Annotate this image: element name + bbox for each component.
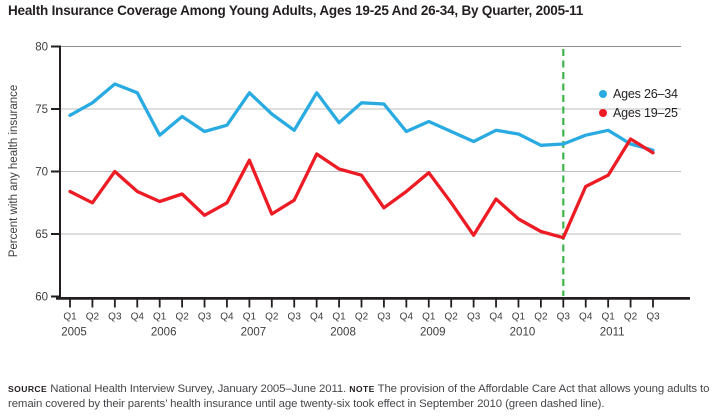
source-text: National Health Interview Survey, Januar… bbox=[50, 383, 347, 396]
series-line-ages-26-34 bbox=[68, 82, 655, 152]
legend-item-ages-26-34: Ages 26–34 bbox=[599, 84, 678, 103]
x-tick-label: Q1 bbox=[422, 312, 436, 323]
legend-item-ages-19-25: Ages 19–25 bbox=[599, 103, 678, 122]
x-tick-label: Q3 bbox=[288, 312, 302, 323]
x-tick-label: Q4 bbox=[310, 312, 324, 323]
source-label: SOURCE bbox=[8, 384, 48, 395]
legend-dot-ages-26-34 bbox=[599, 89, 607, 98]
x-tick-label: Q2 bbox=[265, 312, 279, 323]
note-text: The provision of the Affordable Care Act… bbox=[8, 383, 710, 411]
y-axis-title: Percent with any health insurance bbox=[8, 85, 20, 258]
source-note: SOURCE National Health Interview Survey,… bbox=[8, 382, 710, 412]
x-tick-label: Q3 bbox=[467, 312, 481, 323]
year-label-2010: 2010 bbox=[510, 327, 536, 339]
x-tick-label: Q2 bbox=[624, 312, 638, 323]
y-tick-label-80: 80 bbox=[35, 42, 48, 54]
legend-label-ages-26-34: Ages 26–34 bbox=[613, 86, 678, 101]
x-tick-label: Q3 bbox=[646, 312, 660, 323]
x-tick-label: Q3 bbox=[108, 312, 122, 323]
x-tick-label: Q1 bbox=[153, 312, 167, 323]
series-line-ages-19-25 bbox=[68, 137, 655, 240]
year-label-2006: 2006 bbox=[151, 327, 177, 339]
x-tick-label: Q3 bbox=[198, 312, 212, 323]
y-tick-label-65: 65 bbox=[35, 229, 48, 241]
chart-area: 60 65 70 75 80 Q1 2005 Q2 Q3 Q4 Q1 2006 Q2 Q3 Q4 Q1 2007… bbox=[0, 28, 721, 348]
x-tick-label: Q1 bbox=[601, 312, 615, 323]
x-tick-label: Q4 bbox=[579, 312, 593, 323]
x-tick-label: Q2 bbox=[86, 312, 100, 323]
y-tick-label-60: 60 bbox=[35, 292, 48, 304]
x-tick-label: Q4 bbox=[220, 312, 234, 323]
x-tick-label: Q1 bbox=[63, 312, 77, 323]
y-tick-label-70: 70 bbox=[35, 167, 48, 179]
note-label: NOTE bbox=[349, 384, 375, 395]
x-tick-label: Q4 bbox=[489, 312, 503, 323]
x-tick-label: Q1 bbox=[332, 312, 346, 323]
x-tick-label: Q3 bbox=[377, 312, 391, 323]
year-label-2007: 2007 bbox=[241, 327, 267, 339]
legend: Ages 26–34 Ages 19–25 bbox=[599, 84, 678, 122]
x-tick-label: Q3 bbox=[557, 312, 571, 323]
year-label-2005: 2005 bbox=[61, 327, 87, 339]
x-tick-label: Q4 bbox=[131, 312, 145, 323]
year-label-2008: 2008 bbox=[330, 327, 356, 339]
x-tick-label: Q1 bbox=[512, 312, 526, 323]
year-label-2009: 2009 bbox=[420, 327, 446, 339]
x-tick-label: Q2 bbox=[355, 312, 369, 323]
x-tick-label: Q1 bbox=[243, 312, 257, 323]
legend-dot-ages-19-25 bbox=[599, 108, 607, 117]
x-tick-label: Q4 bbox=[400, 312, 414, 323]
x-tick-label: Q2 bbox=[175, 312, 189, 323]
y-tick-label-75: 75 bbox=[35, 104, 48, 116]
page-title: Health Insurance Coverage Among Young Ad… bbox=[8, 3, 584, 18]
x-tick-label: Q2 bbox=[445, 312, 459, 323]
year-label-2011: 2011 bbox=[600, 327, 625, 339]
coverage-line-chart: 60 65 70 75 80 Q1 2005 Q2 Q3 Q4 Q1 2006 Q2 Q3 Q4 Q1 2007… bbox=[8, 42, 690, 339]
legend-label-ages-19-25: Ages 19–25 bbox=[613, 105, 678, 120]
x-tick-label: Q2 bbox=[534, 312, 548, 323]
